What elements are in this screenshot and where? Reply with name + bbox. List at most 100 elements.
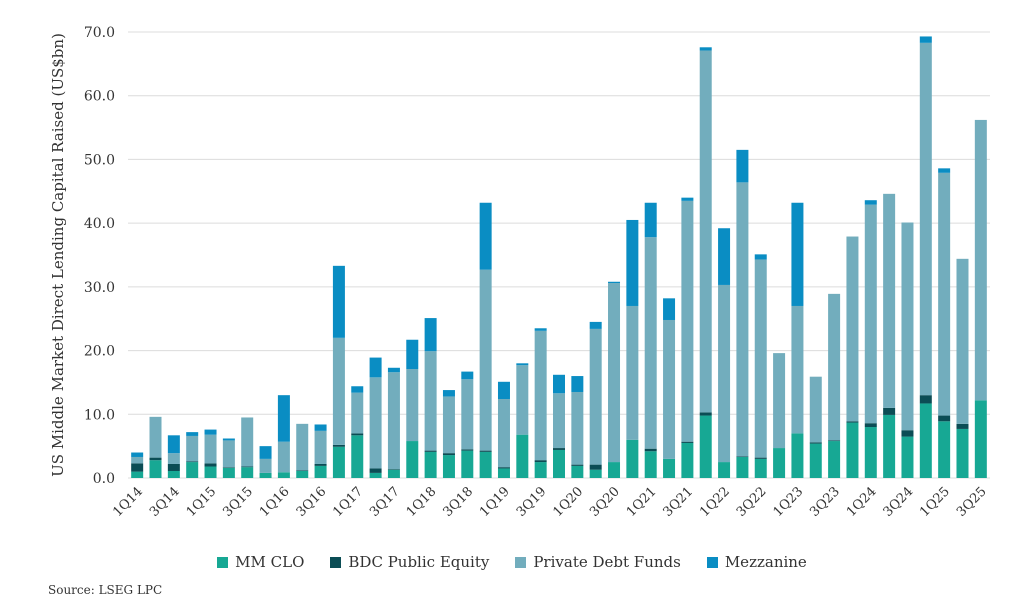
legend-label: Mezzanine (724, 553, 807, 571)
bar-mezzanine (718, 228, 731, 285)
legend-swatch (217, 556, 229, 568)
bar-private-debt-funds (846, 236, 859, 422)
bar-private-debt-funds (259, 458, 272, 473)
y-tick-label: 40.0 (84, 216, 115, 232)
bar-mm-clo (259, 472, 272, 478)
bar-stack-3Q25: 3Q25 (974, 119, 987, 478)
bar-mezzanine (131, 452, 144, 457)
bar-bdc-public-equity (938, 415, 951, 422)
bar-mm-clo (369, 472, 382, 478)
bar-mezzanine (864, 200, 877, 205)
bar-bdc-public-equity (131, 463, 144, 472)
bar-stack-2Q20: 2Q20 (589, 321, 602, 478)
bar-stack-2Q17: 2Q17 (369, 357, 382, 478)
bar-mm-clo (791, 433, 804, 478)
bar-mm-clo (406, 441, 419, 478)
x-tick-label: 3Q20 (587, 484, 623, 520)
bar-mezzanine (406, 339, 419, 370)
bar-stack-4Q15: 4Q15 (259, 446, 272, 478)
bar-mm-clo (864, 427, 877, 478)
bar-private-debt-funds (516, 365, 529, 435)
bar-private-debt-funds (553, 393, 565, 449)
bar-bdc-public-equity (828, 440, 841, 442)
bar-mezzanine (589, 321, 602, 329)
bar-private-debt-funds (699, 50, 712, 413)
bar-mezzanine (424, 318, 437, 352)
bar-bdc-public-equity (883, 407, 896, 415)
bar-bdc-public-equity (901, 430, 914, 437)
bar-mezzanine (277, 395, 290, 442)
legend-swatch (515, 556, 527, 568)
x-tick-label: 3Q23 (807, 484, 843, 520)
bar-private-debt-funds (204, 434, 217, 464)
bar-private-debt-funds (644, 237, 657, 449)
bar-stack-2Q24: 2Q24 (883, 193, 896, 478)
bar-mm-clo (773, 448, 786, 478)
bar-bdc-public-equity (809, 442, 822, 444)
x-tick-label: 3Q18 (440, 484, 476, 520)
bar-private-debt-funds (442, 396, 455, 454)
bar-private-debt-funds (956, 258, 969, 424)
bar-bdc-public-equity (332, 444, 345, 447)
bar-bdc-public-equity (589, 464, 602, 470)
y-tick-label: 30.0 (84, 280, 115, 296)
bar-mezzanine (332, 265, 345, 338)
legend-label: BDC Public Equity (348, 553, 490, 571)
bar-mezzanine (736, 149, 749, 183)
bar-private-debt-funds (736, 182, 749, 457)
bar-bdc-public-equity (186, 461, 199, 463)
bar-stack-1Q15: 1Q15 (204, 429, 217, 478)
bar-private-debt-funds (369, 377, 382, 469)
bar-bdc-public-equity (571, 464, 584, 466)
bar-mezzanine (222, 438, 235, 441)
bar-bdc-public-equity (644, 448, 657, 452)
bar-mm-clo (277, 472, 290, 478)
bar-mm-clo (901, 436, 914, 478)
bar-mm-clo (296, 470, 309, 478)
bar-mm-clo (644, 451, 657, 478)
y-axis-ticks: 0.0 10.0 20.0 30.0 40.0 50.0 60.0 70.0 (84, 25, 115, 487)
bar-stack-3Q24: 3Q24 (901, 222, 914, 478)
bar-private-debt-funds (149, 416, 162, 458)
bar-bdc-public-equity (736, 456, 749, 457)
bar-mm-clo (186, 462, 199, 478)
bar-mm-clo (241, 467, 254, 478)
bar-stack-2Q15: 2Q15 (222, 438, 235, 478)
bar-mm-clo (204, 466, 217, 478)
x-tick-label: 3Q16 (294, 484, 330, 520)
bar-private-debt-funds (828, 293, 841, 441)
bar-bdc-public-equity (442, 453, 455, 456)
legend-item-private-debt-funds: Private Debt Funds (515, 553, 681, 571)
bar-private-debt-funds (332, 337, 345, 445)
bar-stack-1Q16: 1Q16 (277, 395, 290, 478)
bar-bdc-public-equity (864, 423, 877, 428)
bar-mm-clo (332, 446, 345, 478)
bar-private-debt-funds (497, 398, 510, 468)
bar-stack-1Q25: 1Q25 (938, 168, 951, 478)
bar-private-debt-funds (314, 430, 327, 464)
source-note: Source: LSEG LPC (48, 583, 163, 597)
bar-bdc-public-equity (699, 412, 712, 416)
bar-mezzanine (644, 202, 657, 238)
bar-mezzanine (516, 363, 529, 366)
bar-stack-3Q18: 3Q18 (461, 371, 474, 478)
bar-private-debt-funds (754, 259, 767, 458)
bar-stack-3Q17: 3Q17 (387, 367, 400, 478)
legend-item-bdc-public-equity: BDC Public Equity (330, 553, 489, 571)
bar-mm-clo (516, 434, 529, 478)
bar-mm-clo (919, 403, 932, 478)
bar-mezzanine (497, 381, 510, 399)
bar-stack-4Q17: 4Q17 (406, 339, 419, 478)
bar-mezzanine (259, 446, 272, 459)
legend-label: Private Debt Funds (533, 553, 681, 571)
bar-bdc-public-equity (387, 469, 400, 470)
bar-private-debt-funds (773, 353, 786, 449)
bar-private-debt-funds (351, 392, 364, 434)
bar-mm-clo (828, 441, 841, 478)
bar-stack-2Q14: 2Q14 (149, 416, 162, 478)
bar-mm-clo (883, 414, 896, 478)
bar-mezzanine (919, 36, 932, 43)
bar-stack-4Q16: 4Q16 (332, 265, 345, 478)
bar-stack-4Q24: 4Q24 (919, 36, 932, 478)
x-tick-label: 3Q24 (881, 484, 917, 520)
